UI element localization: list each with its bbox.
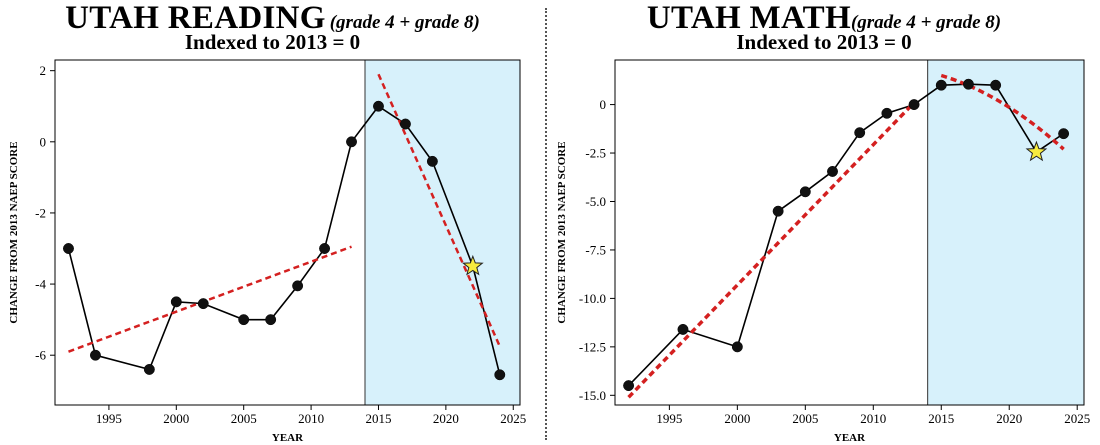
math-data-point: [799, 186, 811, 198]
math-y-tick-label: -15.0: [579, 388, 606, 403]
math-y-tick-label: -10.0: [579, 291, 606, 306]
math-y-tick-label: -7.5: [585, 242, 606, 257]
math-data-point: [1058, 128, 1070, 140]
reading-x-axis-label: YEAR: [272, 432, 304, 444]
math-y-axis-label: CHANGE FROM 2013 NAEP SCORE: [556, 141, 568, 323]
math-x-tick-label: 2020: [996, 411, 1022, 426]
reading-subtitle: Indexed to 2013 = 0: [184, 30, 361, 54]
math-data-point: [908, 99, 920, 111]
math-data-point: [962, 78, 974, 90]
math-shaded-region: [927, 59, 1085, 406]
math-y-tick-label: 0: [600, 97, 607, 112]
math-data-point: [990, 79, 1002, 91]
reading-x-tick-label: 2020: [433, 411, 459, 426]
math-data-point: [854, 127, 866, 139]
math-plot-frame: [614, 59, 1085, 406]
reading-x-tick-label: 2015: [365, 411, 391, 426]
reading-data-point: [373, 100, 384, 112]
math-title-suffix: (grade 4 + grade 8): [850, 12, 1002, 33]
reading-title-main: UTAH READING: [65, 0, 326, 36]
math-x-tick-label: 2010: [860, 411, 886, 426]
reading-data-point: [63, 243, 74, 254]
reading-data-point: [292, 280, 304, 292]
math-panel: UTAH MATH(grade 4 + grade 8) Indexed to …: [548, 0, 1100, 445]
math-chart: 1995 2000 2005 2010 2015 2020 2025 0 -2.5 -5.0 -7.…: [556, 59, 1090, 444]
reading-title-suffix: (grade 4 + grade 8): [329, 12, 480, 33]
reading-y-tick-label: -2: [35, 205, 46, 220]
reading-chart: 1995 2000 2005 2010 2015 2020 2025 2 0 -2 -4 -6 YEAR…: [8, 59, 526, 444]
reading-data-point: [399, 118, 411, 130]
reading-x-tick-label: 2000: [163, 411, 189, 426]
reading-x-tick-label: 1995: [96, 411, 122, 426]
reading-y-tick-label: -6: [35, 348, 46, 363]
reading-data-point: [426, 155, 438, 167]
math-y-tick-label: -2.5: [585, 146, 606, 161]
reading-data-point: [319, 243, 331, 254]
math-x-tick-label: 1995: [656, 411, 682, 426]
math-x-tick-label: 2000: [724, 411, 750, 426]
reading-panel: UTAH READING (grade 4 + grade 8) Indexed…: [0, 0, 545, 445]
reading-y-axis-label: CHANGE FROM 2013 NAEP SCORE: [8, 141, 20, 323]
math-data-point: [935, 79, 947, 91]
math-data-point: [677, 323, 689, 335]
reading-data-point: [265, 314, 277, 326]
math-subtitle: Indexed to 2013 = 0: [736, 30, 912, 54]
reading-data-point: [89, 349, 101, 361]
math-x-axis-label: YEAR: [834, 432, 866, 444]
reading-y-tick-label: -4: [35, 277, 46, 292]
reading-plot-frame: [54, 59, 521, 406]
reading-y-tick-label: 0: [40, 134, 47, 149]
reading-data-point: [238, 314, 250, 326]
math-title-main: UTAH MATH: [646, 0, 851, 36]
reading-x-tick-label: 2010: [298, 411, 324, 426]
reading-data-point: [197, 298, 209, 310]
math-x-tick-label: 2005: [792, 411, 818, 426]
reading-y-tick-label: 2: [40, 63, 47, 78]
math-data-point: [731, 341, 743, 353]
reading-data-point: [494, 369, 506, 381]
reading-x-tick-label: 2005: [231, 411, 257, 426]
reading-title: UTAH READING (grade 4 + grade 8): [0, 0, 545, 37]
math-data-point: [623, 380, 635, 392]
math-x-tick-label: 2025: [1064, 411, 1090, 426]
math-data-point: [881, 107, 893, 119]
math-trendline-1: [940, 73, 1065, 151]
math-title: UTAH MATH(grade 4 + grade 8): [548, 0, 1100, 37]
reading-data-point: [346, 136, 357, 148]
math-y-tick-label: -5.0: [585, 194, 606, 209]
math-data-point: [772, 205, 784, 217]
math-data-point: [827, 165, 838, 177]
panel-divider: [545, 8, 547, 440]
reading-star-marker: [461, 254, 484, 276]
math-y-tick-label: -12.5: [579, 339, 606, 354]
math-star-marker: [1025, 140, 1048, 162]
math-trendline-0: [627, 101, 916, 399]
math-x-tick-label: 2015: [928, 411, 954, 426]
reading-data-point: [170, 296, 182, 308]
reading-data-point: [143, 363, 155, 375]
reading-trendline-0: [68, 245, 352, 353]
reading-x-tick-label: 2025: [500, 411, 526, 426]
